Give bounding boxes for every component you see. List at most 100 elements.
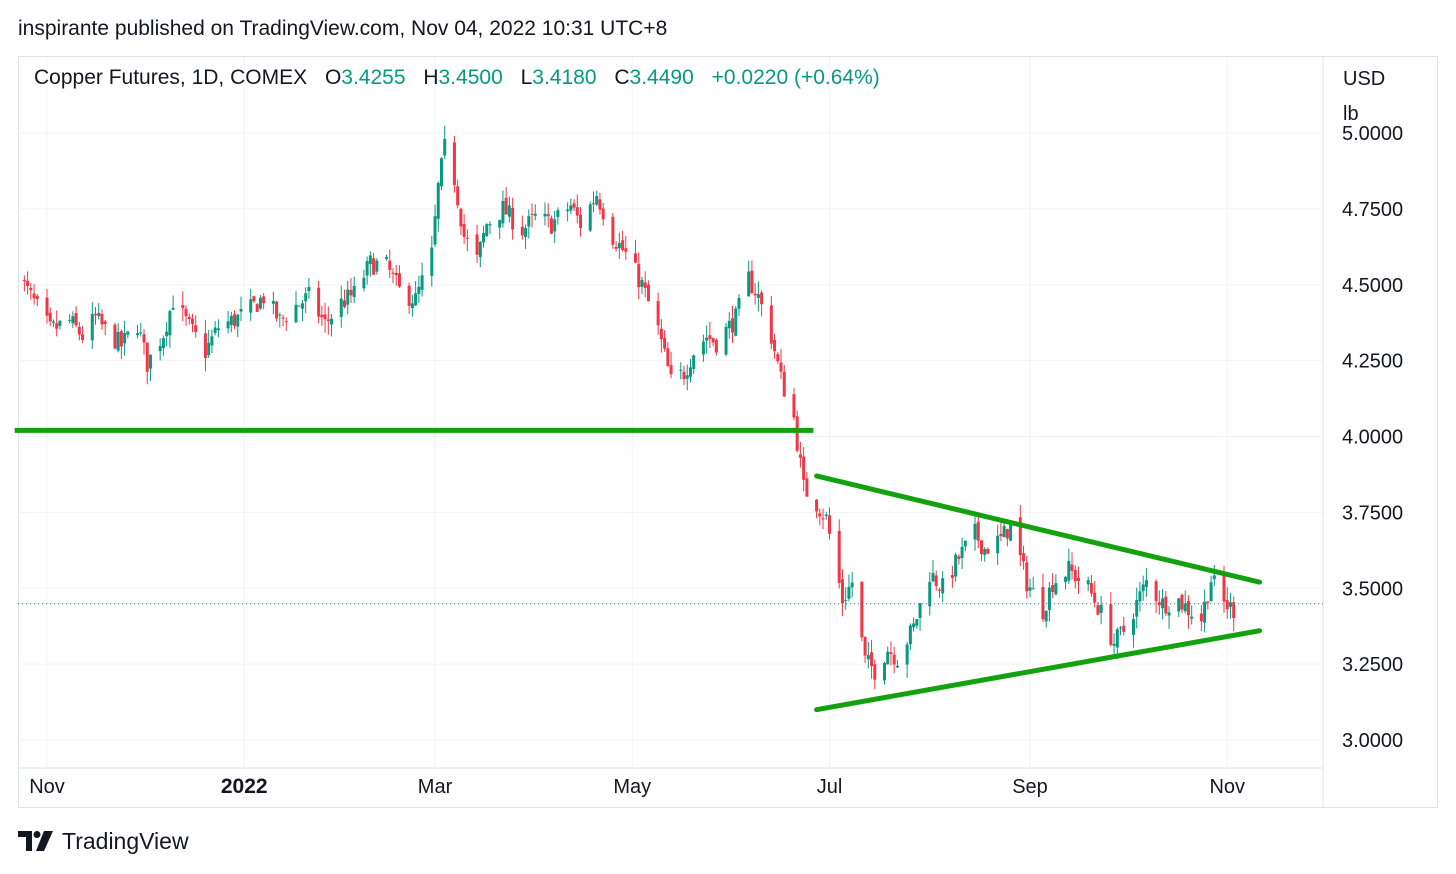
candle-up	[1064, 576, 1068, 582]
candle-down	[1225, 600, 1229, 610]
candle-down	[666, 348, 670, 367]
symbol-label: Copper Futures, 1D, COMEX	[34, 66, 308, 89]
candle-down	[795, 416, 799, 451]
candle-down	[45, 297, 49, 316]
candle-down	[203, 333, 207, 358]
candle-down	[1096, 605, 1100, 615]
candle-down	[26, 280, 30, 287]
candle-down	[646, 284, 650, 302]
candle-down	[317, 287, 321, 317]
candle-up	[595, 196, 599, 205]
candle-down	[391, 272, 395, 274]
candle-down	[1070, 564, 1074, 571]
price-scale-unit[interactable]: USD lb	[1343, 62, 1385, 132]
y-tick-label: 5.0000	[1342, 123, 1403, 145]
candle-down	[55, 323, 59, 329]
candle-down	[1077, 577, 1081, 581]
candle-down	[1041, 587, 1045, 620]
candle-down	[1122, 625, 1126, 632]
y-tick-label: 3.2500	[1342, 654, 1403, 676]
tradingview-logo-icon	[18, 830, 53, 851]
candle-up	[482, 233, 486, 243]
candle-down	[1022, 553, 1026, 562]
candle-down	[634, 253, 638, 263]
candle-up	[1047, 587, 1051, 610]
candle-down	[1089, 583, 1093, 594]
candle-up	[685, 375, 689, 379]
candle-down	[805, 478, 809, 497]
candle-down	[326, 319, 330, 322]
candle-down	[520, 226, 524, 236]
candle-up	[1135, 599, 1139, 617]
candle-down	[181, 305, 185, 309]
candle-up	[1119, 627, 1123, 629]
candle-down	[779, 362, 783, 372]
candle-up	[136, 333, 140, 336]
candle-up	[385, 257, 389, 260]
candle-up	[271, 300, 275, 304]
candle-down	[731, 318, 735, 333]
candle-up	[1177, 598, 1181, 612]
candle-up	[566, 209, 570, 212]
open-value: 3.4255	[341, 66, 406, 89]
candle-down	[821, 518, 825, 520]
candle-up	[866, 655, 870, 660]
candle-up	[905, 644, 909, 665]
candle-down	[760, 292, 764, 305]
candle-up	[1131, 619, 1135, 635]
x-tick-label: Nov	[1209, 776, 1245, 798]
candle-down	[1005, 529, 1009, 539]
candle-down	[22, 279, 26, 282]
candle-up	[983, 548, 987, 555]
candle-down	[511, 207, 515, 230]
candle-up	[229, 315, 233, 325]
candle-up	[882, 662, 886, 681]
candle-down	[1025, 562, 1029, 592]
triangle-lower-trendline[interactable]	[814, 628, 1263, 713]
candle-down	[769, 305, 773, 344]
x-tick-label: Mar	[418, 776, 453, 798]
candle-up	[824, 514, 828, 517]
candle-down	[840, 579, 844, 604]
candle-up	[591, 203, 595, 205]
candle-up	[71, 316, 75, 324]
candle-up	[1212, 575, 1216, 580]
x-tick-label: 2022	[221, 775, 268, 798]
candle-down	[459, 208, 463, 227]
candle-down	[1051, 585, 1055, 593]
candle-down	[1180, 594, 1184, 610]
candle-down	[643, 282, 647, 288]
candle-up	[278, 314, 282, 316]
candle-down	[32, 293, 36, 299]
candle-down	[750, 270, 754, 293]
candle-down	[624, 248, 628, 252]
candle-up	[701, 341, 705, 355]
candle-up	[973, 523, 977, 540]
triangle-upper-trendline[interactable]	[814, 473, 1263, 585]
candle-up	[498, 219, 502, 228]
candle-down	[828, 515, 832, 534]
candle-up	[1054, 583, 1058, 595]
high-value: 3.4500	[438, 66, 503, 89]
candle-up	[960, 546, 964, 558]
candle-down	[407, 285, 411, 306]
candle-down	[663, 337, 667, 349]
candle-up	[258, 297, 262, 309]
candle-up	[158, 346, 162, 352]
candle-up	[524, 227, 528, 237]
candle-down	[1093, 592, 1097, 603]
candle-up	[168, 311, 172, 336]
candle-down	[281, 317, 285, 319]
y-tick-label: 4.2500	[1342, 351, 1403, 373]
candle-up	[1028, 587, 1032, 591]
candle-up	[727, 320, 731, 329]
candle-down	[873, 664, 877, 680]
candle-down	[659, 328, 663, 340]
x-tick-label: Sep	[1012, 776, 1048, 798]
candle-down	[711, 338, 715, 343]
candle-down	[284, 321, 288, 323]
candle-down	[714, 339, 718, 353]
candle-up	[236, 314, 240, 327]
open-label: O	[324, 66, 342, 89]
